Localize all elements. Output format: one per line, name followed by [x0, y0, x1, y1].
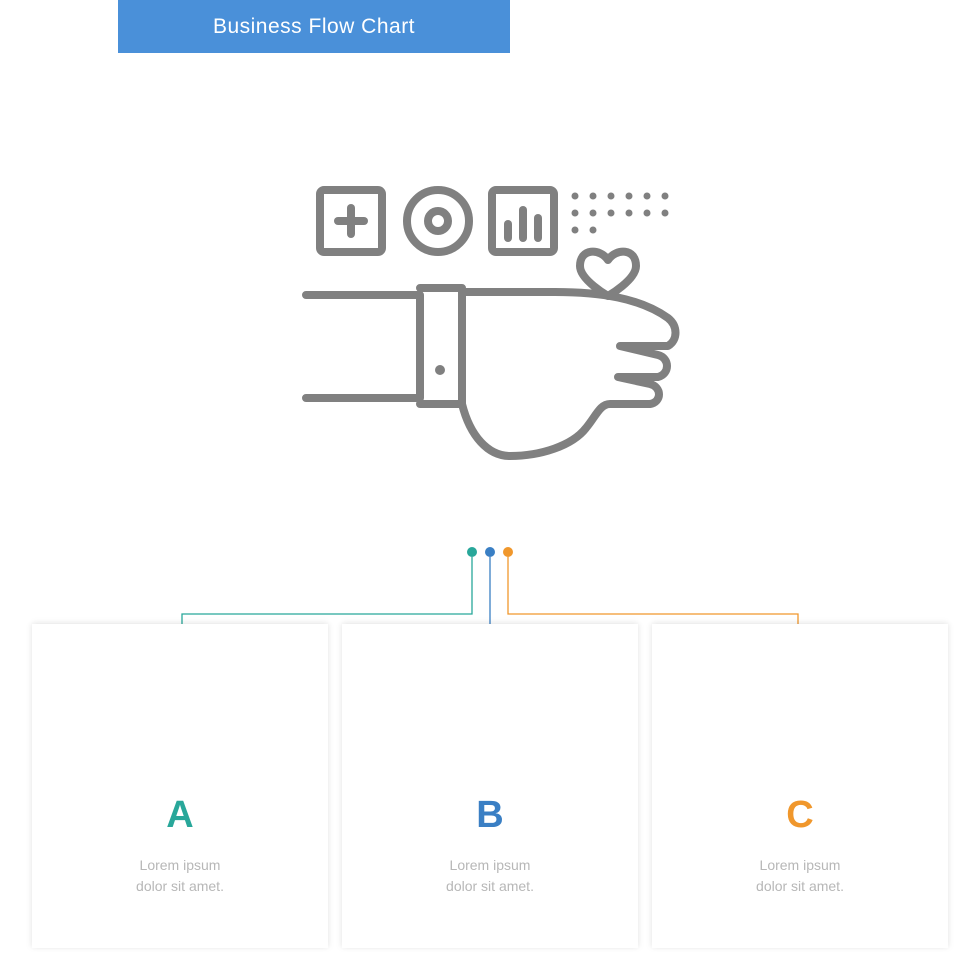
header-title: Business Flow Chart — [213, 15, 415, 39]
panel-body: Lorem ipsum dolor sit amet. — [32, 855, 328, 897]
panel-c: C Lorem ipsum dolor sit amet. — [652, 624, 948, 948]
panel-row: A Lorem ipsum dolor sit amet. B Lorem ip… — [32, 624, 948, 948]
hand-monitoring-icon — [300, 180, 680, 475]
panel-letter: C — [652, 794, 948, 837]
panel-letter: B — [342, 794, 638, 837]
panel-letter: A — [32, 794, 328, 837]
panel-a: A Lorem ipsum dolor sit amet. — [32, 624, 328, 948]
panel-b: B Lorem ipsum dolor sit amet. — [342, 624, 638, 948]
header-band: Business Flow Chart — [118, 0, 510, 53]
panel-body: Lorem ipsum dolor sit amet. — [342, 855, 638, 897]
panel-body: Lorem ipsum dolor sit amet. — [652, 855, 948, 897]
